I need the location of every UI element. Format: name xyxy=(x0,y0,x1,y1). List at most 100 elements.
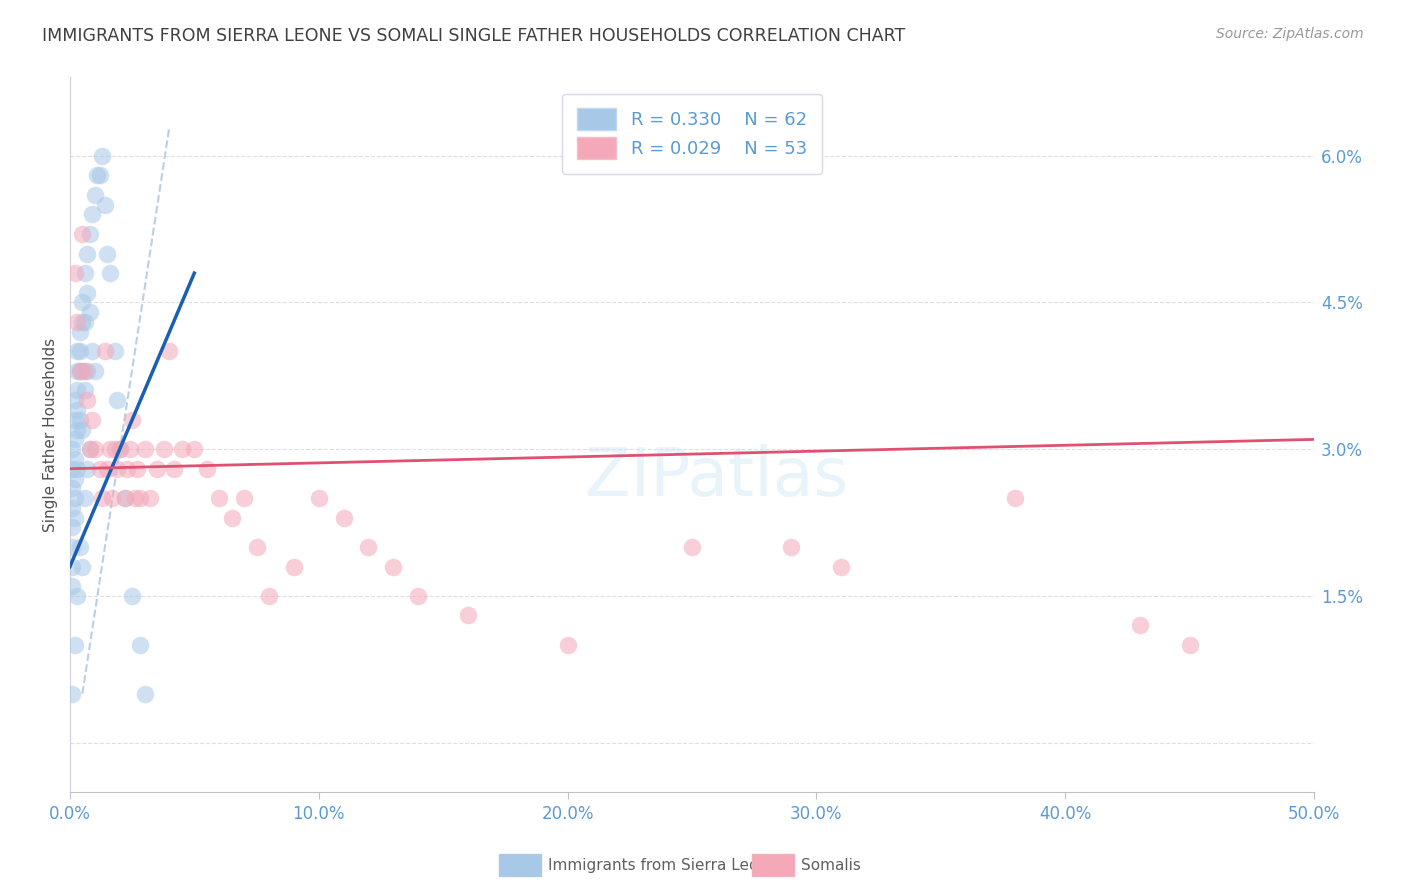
Point xyxy=(118,442,141,457)
Point xyxy=(72,295,94,310)
Point xyxy=(104,442,127,457)
Point xyxy=(72,315,94,329)
Point xyxy=(115,462,138,476)
Point xyxy=(79,442,101,457)
Point xyxy=(108,442,131,457)
Point xyxy=(105,462,128,476)
Point xyxy=(62,442,84,457)
Point xyxy=(63,471,86,485)
Point xyxy=(86,168,108,182)
Point xyxy=(62,579,84,593)
Point xyxy=(681,540,703,554)
Point xyxy=(83,187,105,202)
Point xyxy=(69,413,91,427)
Point xyxy=(283,559,305,574)
Point xyxy=(66,315,89,329)
Point xyxy=(104,344,127,359)
Point xyxy=(69,364,91,378)
Point xyxy=(357,540,380,554)
Point xyxy=(457,608,479,623)
Point xyxy=(780,540,803,554)
Point xyxy=(73,315,96,329)
Point xyxy=(66,423,89,437)
Point xyxy=(66,403,89,417)
Point xyxy=(245,540,267,554)
Point xyxy=(62,481,84,495)
Point xyxy=(63,510,86,524)
Point xyxy=(79,227,101,241)
Point xyxy=(69,325,91,339)
Point xyxy=(233,491,256,505)
Point xyxy=(134,687,156,701)
Point xyxy=(308,491,330,505)
Text: Source: ZipAtlas.com: Source: ZipAtlas.com xyxy=(1216,27,1364,41)
Point xyxy=(146,462,169,476)
Point xyxy=(89,168,111,182)
Point xyxy=(62,520,84,534)
Point xyxy=(121,589,143,603)
Point xyxy=(76,246,98,260)
Point xyxy=(82,344,104,359)
Point xyxy=(79,305,101,319)
Point xyxy=(69,344,91,359)
Point xyxy=(1178,638,1201,652)
Point xyxy=(62,687,84,701)
Point xyxy=(63,393,86,408)
Point xyxy=(96,246,118,260)
Point xyxy=(83,364,105,378)
Point xyxy=(79,442,101,457)
Point xyxy=(82,207,104,221)
Point xyxy=(91,491,114,505)
Point xyxy=(1129,618,1152,632)
Point xyxy=(72,227,94,241)
Point xyxy=(63,433,86,447)
Point xyxy=(69,540,91,554)
Point xyxy=(62,462,84,476)
Point xyxy=(96,462,118,476)
Point xyxy=(62,559,84,574)
Point xyxy=(89,462,111,476)
Point xyxy=(128,638,150,652)
Point xyxy=(76,285,98,300)
Point xyxy=(62,500,84,515)
Point xyxy=(83,442,105,457)
Point xyxy=(128,491,150,505)
Point xyxy=(101,491,124,505)
Point xyxy=(76,393,98,408)
Point xyxy=(76,364,98,378)
Point xyxy=(63,452,86,467)
Point xyxy=(382,559,405,574)
Point xyxy=(121,413,143,427)
Point xyxy=(127,462,149,476)
Point xyxy=(82,413,104,427)
Point xyxy=(114,491,136,505)
Point xyxy=(69,364,91,378)
Point xyxy=(159,344,181,359)
Point xyxy=(73,384,96,398)
Point xyxy=(163,462,186,476)
Point xyxy=(221,510,243,524)
Point xyxy=(108,442,131,457)
Point xyxy=(406,589,429,603)
Text: Immigrants from Sierra Leone: Immigrants from Sierra Leone xyxy=(548,858,778,872)
Point xyxy=(98,266,121,280)
Text: Somalis: Somalis xyxy=(801,858,862,872)
Point xyxy=(66,384,89,398)
Point xyxy=(73,266,96,280)
Point xyxy=(94,197,117,211)
Point xyxy=(114,491,136,505)
Point xyxy=(195,462,218,476)
Point xyxy=(138,491,160,505)
Point xyxy=(72,364,94,378)
Point xyxy=(66,344,89,359)
Point xyxy=(105,393,128,408)
Point xyxy=(557,638,579,652)
Point xyxy=(76,462,98,476)
Point xyxy=(63,638,86,652)
Point xyxy=(73,364,96,378)
Point xyxy=(134,442,156,457)
Point xyxy=(94,344,117,359)
Point xyxy=(63,491,86,505)
Point xyxy=(183,442,205,457)
Legend: R = 0.330    N = 62, R = 0.029    N = 53: R = 0.330 N = 62, R = 0.029 N = 53 xyxy=(562,94,821,174)
